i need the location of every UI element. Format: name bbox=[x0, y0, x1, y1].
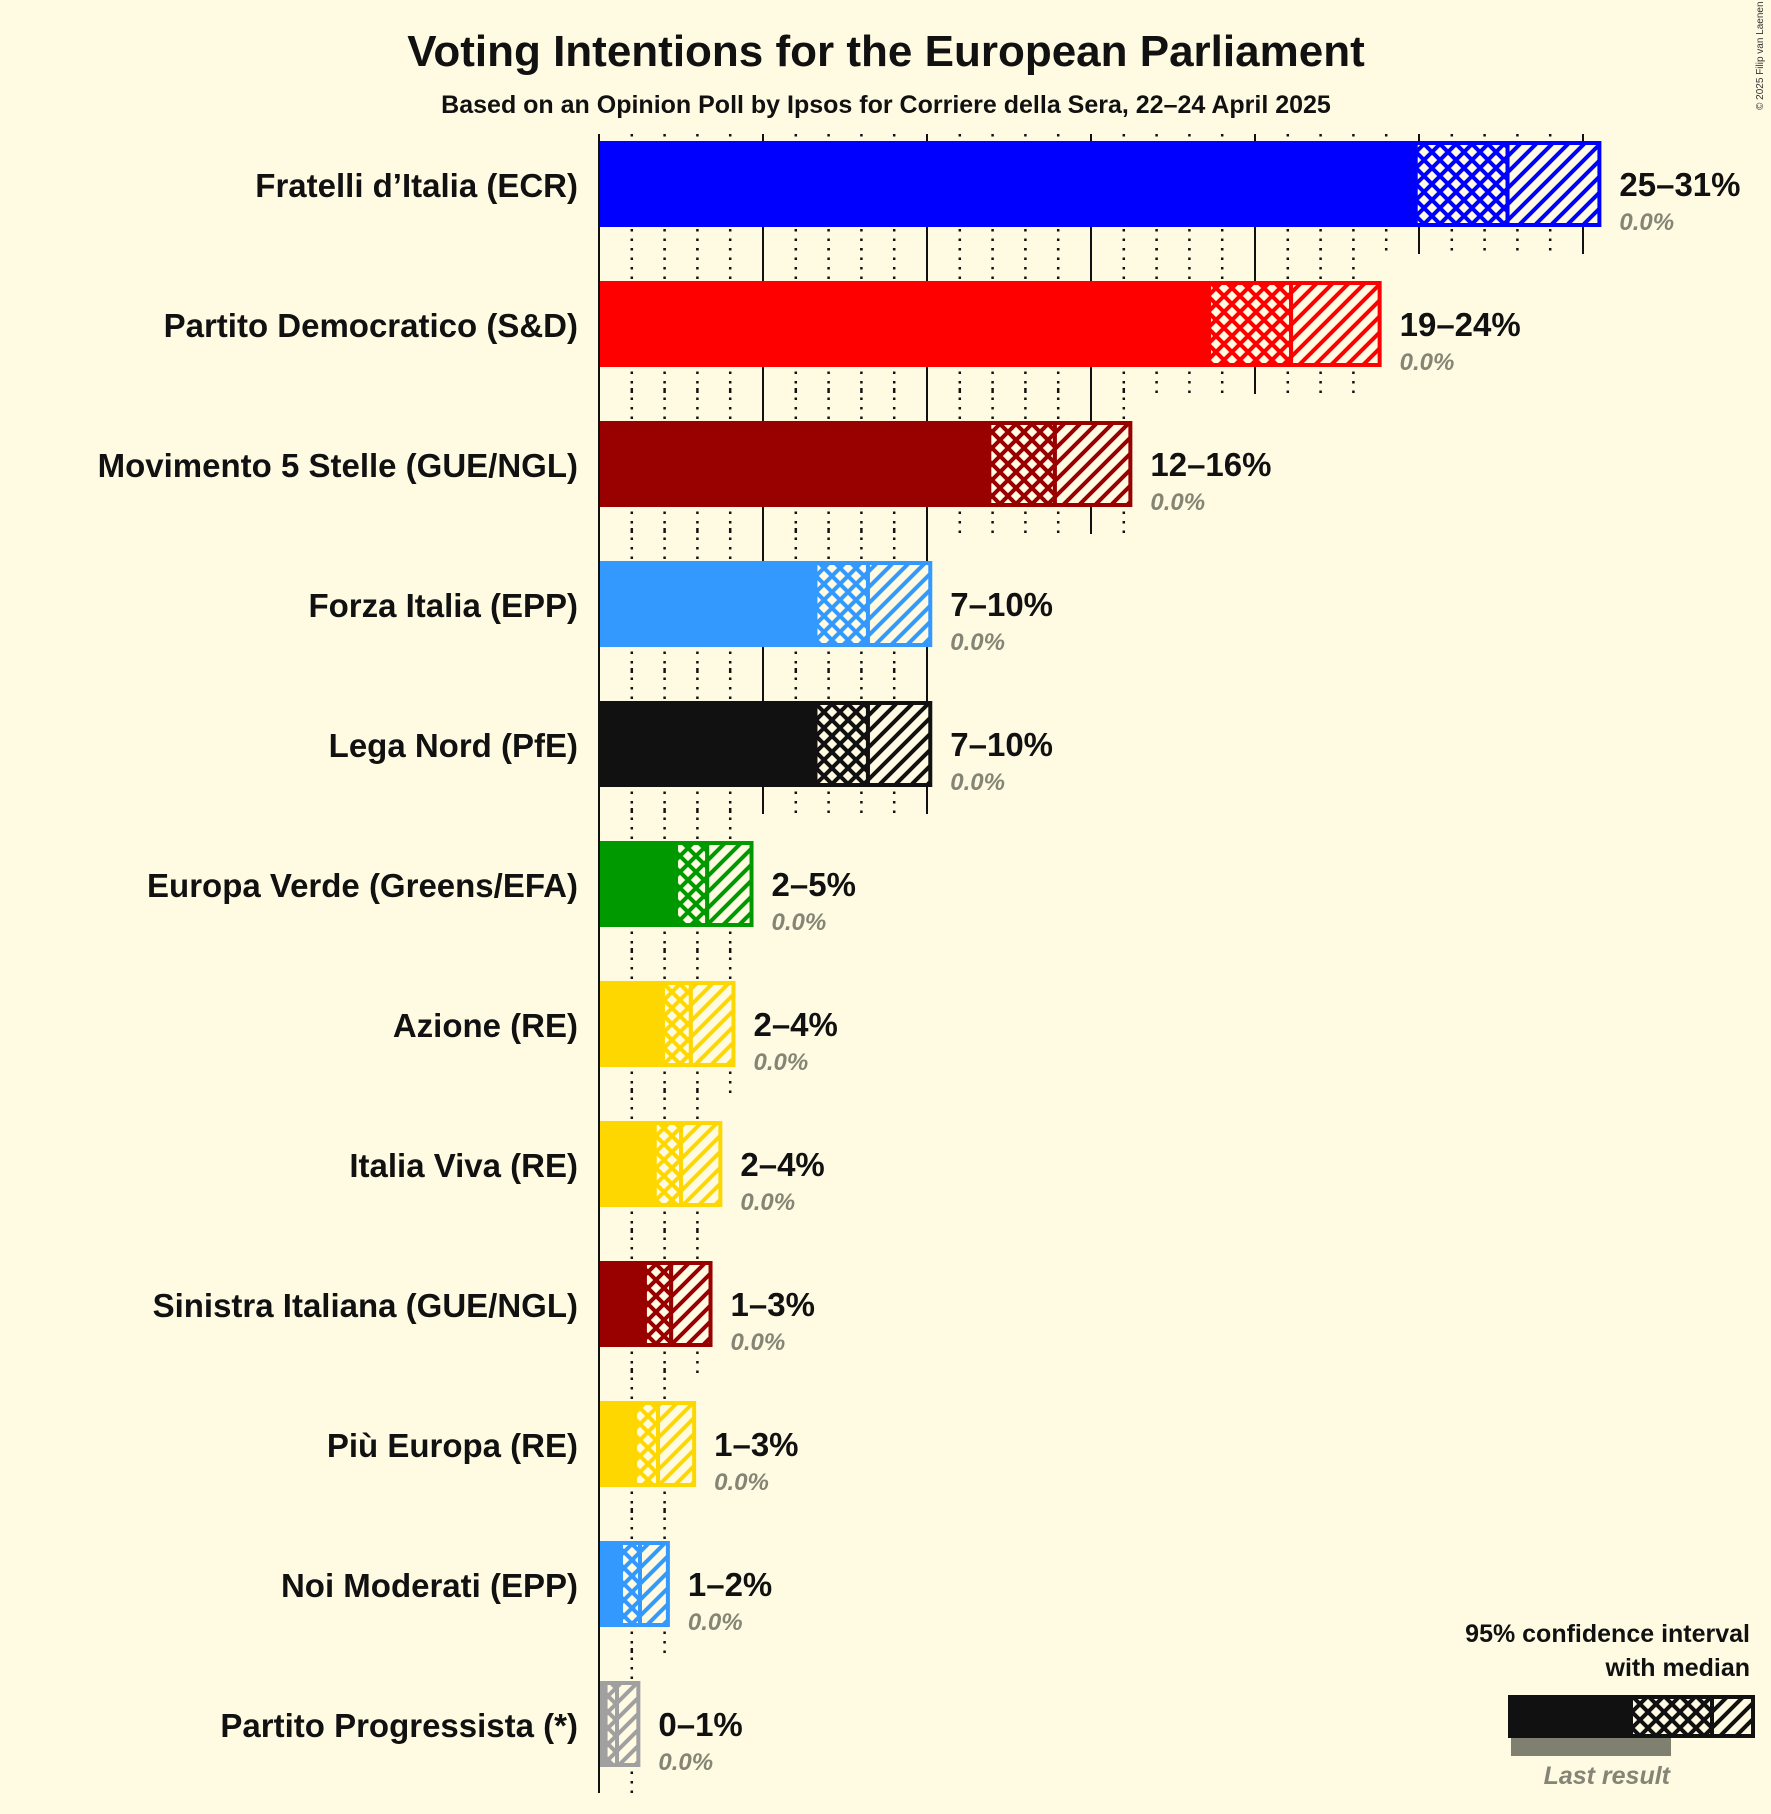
bar-group bbox=[599, 1541, 670, 1627]
party-label: Più Europa (RE) bbox=[327, 1427, 578, 1464]
bar-group bbox=[599, 141, 1602, 227]
bar-ci-lower bbox=[813, 701, 870, 787]
legend-crosshatch bbox=[1629, 1695, 1714, 1738]
chart-title: Voting Intentions for the European Parli… bbox=[407, 27, 1365, 76]
last-result-label: 0.0% bbox=[1619, 209, 1674, 236]
legend-last-result-bar bbox=[1511, 1738, 1671, 1756]
bar-group bbox=[599, 981, 736, 1067]
last-result-label: 0.0% bbox=[740, 1189, 795, 1216]
bar-ci-upper bbox=[656, 1401, 697, 1487]
bar-ci-upper bbox=[615, 1681, 641, 1767]
bar-solid bbox=[599, 841, 677, 927]
last-result-label: 0.0% bbox=[658, 1749, 713, 1776]
bar-solid bbox=[599, 561, 816, 647]
last-result-label: 0.0% bbox=[772, 909, 827, 936]
bar-ci-upper bbox=[679, 1121, 723, 1207]
bar-ci-lower bbox=[652, 1121, 684, 1207]
party-label: Europa Verde (Greens/EFA) bbox=[147, 867, 578, 904]
bar-ci-lower bbox=[1413, 141, 1510, 227]
bar-ci-lower bbox=[633, 1401, 661, 1487]
bar-ci-lower bbox=[987, 421, 1057, 507]
bar-solid bbox=[599, 701, 816, 787]
last-result-label: 0.0% bbox=[753, 1049, 808, 1076]
bar-ci-upper bbox=[638, 1541, 670, 1627]
party-label: Lega Nord (PfE) bbox=[329, 727, 578, 764]
bar-group bbox=[599, 701, 933, 787]
range-label: 12–16% bbox=[1150, 446, 1271, 483]
legend-last-result-label: Last result bbox=[1544, 1762, 1672, 1790]
party-label: Partito Democratico (S&D) bbox=[164, 307, 578, 344]
bar-ci-upper bbox=[865, 561, 933, 647]
last-result-label: 0.0% bbox=[714, 1469, 769, 1496]
legend-title-line2: with median bbox=[1605, 1654, 1750, 1682]
chart-subtitle: Based on an Opinion Poll by Ipsos for Co… bbox=[441, 91, 1331, 119]
labels: Fratelli d’Italia (ECR) 25–31% 0.0% Partito… bbox=[98, 166, 1741, 1776]
last-result-label: 0.0% bbox=[731, 1329, 786, 1356]
party-label: Movimento 5 Stelle (GUE/NGL) bbox=[98, 447, 578, 484]
bar-group bbox=[599, 1121, 723, 1207]
party-label: Fratelli d’Italia (ECR) bbox=[255, 167, 578, 204]
bar-ci-lower bbox=[660, 981, 693, 1067]
bar-ci-upper bbox=[1505, 141, 1602, 227]
bar-solid bbox=[599, 1681, 606, 1767]
legend-solid bbox=[1508, 1695, 1631, 1738]
party-label: Italia Viva (RE) bbox=[349, 1147, 578, 1184]
bar-group bbox=[599, 1681, 641, 1767]
bar-solid bbox=[599, 1401, 636, 1487]
range-label: 25–31% bbox=[1619, 166, 1740, 203]
bar-ci-lower bbox=[813, 561, 870, 647]
bar-ci-lower bbox=[642, 1261, 674, 1347]
legend-hatch bbox=[1710, 1695, 1755, 1738]
bar-solid bbox=[599, 1541, 621, 1627]
bar-ci-lower bbox=[618, 1541, 643, 1627]
bar-ci-upper bbox=[865, 701, 933, 787]
bar-group bbox=[599, 421, 1133, 507]
bar-solid bbox=[599, 1121, 655, 1207]
legend: 95% confidence interval with median Last… bbox=[1465, 1620, 1755, 1790]
bar-group bbox=[599, 281, 1382, 367]
bar-group bbox=[599, 561, 933, 647]
range-label: 7–10% bbox=[950, 726, 1053, 763]
bar-group bbox=[599, 1401, 697, 1487]
party-label: Noi Moderati (EPP) bbox=[281, 1567, 578, 1604]
bar-ci-upper bbox=[1052, 421, 1133, 507]
last-result-label: 0.0% bbox=[950, 629, 1005, 656]
range-label: 1–3% bbox=[731, 1286, 815, 1323]
party-label: Forza Italia (EPP) bbox=[308, 587, 578, 624]
range-label: 0–1% bbox=[658, 1706, 742, 1743]
bar-ci-upper bbox=[1289, 281, 1382, 367]
range-label: 2–4% bbox=[740, 1146, 824, 1183]
bar-ci-lower bbox=[674, 841, 710, 927]
bar-solid bbox=[599, 1261, 645, 1347]
legend-title-line1: 95% confidence interval bbox=[1465, 1620, 1750, 1648]
bar-ci-upper bbox=[705, 841, 754, 927]
range-label: 1–3% bbox=[714, 1426, 798, 1463]
legend-ci-bar bbox=[1508, 1695, 1755, 1738]
bar-group bbox=[599, 841, 754, 927]
bar-ci-lower bbox=[1207, 281, 1294, 367]
bars bbox=[599, 141, 1602, 1767]
range-label: 2–4% bbox=[753, 1006, 837, 1043]
party-label: Partito Progressista (*) bbox=[220, 1707, 578, 1744]
bar-group bbox=[599, 1261, 713, 1347]
bar-ci-upper bbox=[688, 981, 736, 1067]
last-result-label: 0.0% bbox=[1400, 349, 1455, 376]
bar-solid bbox=[599, 141, 1416, 227]
bar-ci-upper bbox=[669, 1261, 713, 1347]
range-label: 1–2% bbox=[688, 1566, 772, 1603]
bar-solid bbox=[599, 981, 663, 1067]
range-label: 19–24% bbox=[1400, 306, 1521, 343]
bar-solid bbox=[599, 421, 990, 507]
last-result-label: 0.0% bbox=[688, 1609, 743, 1636]
bar-solid bbox=[599, 281, 1210, 367]
range-label: 2–5% bbox=[772, 866, 856, 903]
last-result-label: 0.0% bbox=[1150, 489, 1205, 516]
party-label: Sinistra Italiana (GUE/NGL) bbox=[153, 1287, 578, 1324]
copyright-notice: © 2025 Filip van Laenen bbox=[1755, 1, 1766, 110]
last-result-label: 0.0% bbox=[950, 769, 1005, 796]
party-label: Azione (RE) bbox=[393, 1007, 578, 1044]
range-label: 7–10% bbox=[950, 586, 1053, 623]
